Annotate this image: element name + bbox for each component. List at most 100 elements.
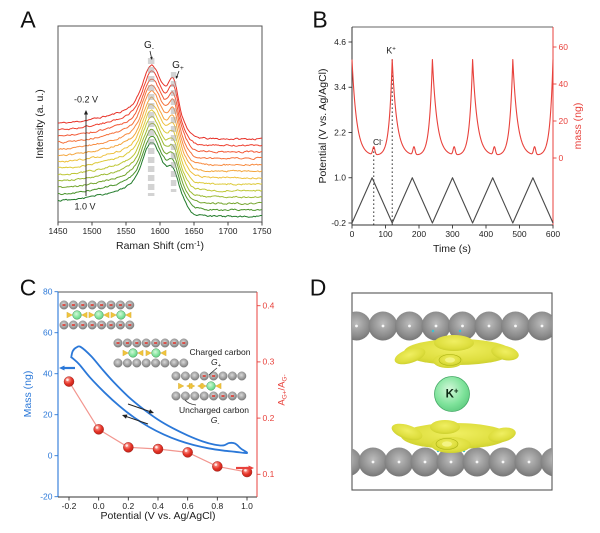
negative-charge-mark — [118, 324, 122, 326]
arrow-shaft — [127, 403, 152, 413]
carbon-atom — [179, 358, 189, 368]
a-x-tick-label: 1700 — [219, 226, 238, 236]
isosurface-lobe — [430, 420, 460, 434]
arrow-head — [175, 75, 179, 79]
a-x-axis-label: Raman Shift (cm-1) — [116, 240, 204, 252]
raman-curve — [57, 109, 263, 186]
c-left-tick-label: 40 — [43, 369, 53, 379]
b-right-tick-label: 40 — [559, 79, 569, 89]
isosurface-lobe — [434, 335, 474, 351]
isosurface-lobe — [394, 347, 426, 365]
carbon-atom — [180, 391, 190, 401]
b-cl-ion-label: Cl- — [373, 138, 383, 148]
c-ratio-s2: G- — [281, 374, 289, 382]
sphere-highlight — [371, 460, 375, 464]
c-cycle-arrow-forward — [127, 403, 154, 414]
negative-charge-mark — [182, 342, 186, 344]
isosurface-lobe — [491, 345, 519, 361]
a-g-minus-pointer — [149, 50, 153, 60]
c-ratio-point — [212, 461, 223, 472]
d-k-ion-sup: + — [453, 386, 459, 396]
c-ratio-a2: /A — [276, 381, 288, 391]
c-right-tick-label: 0.3 — [263, 357, 275, 367]
c-right-tick-label: 0.2 — [263, 413, 275, 423]
carbon-atom — [171, 391, 181, 401]
charge-isosurface — [391, 420, 516, 453]
carbon-atom — [113, 358, 123, 368]
c-x-tick-label: 0.2 — [122, 501, 134, 511]
c-ratio-point-highlight — [66, 378, 69, 382]
carbon-atom — [122, 358, 132, 368]
negative-charge-mark — [62, 324, 66, 326]
arrow-head — [83, 110, 89, 115]
b-x-tick-label: 600 — [546, 229, 560, 239]
c-mass-loop — [70, 345, 249, 455]
a-x-tick-label: 1550 — [117, 226, 136, 236]
a-g-minus-label: G- — [144, 41, 154, 53]
c-ratio-point-highlight — [95, 426, 99, 429]
raman-curve — [57, 142, 263, 218]
negative-charge-mark — [116, 342, 120, 344]
k-ion-marker — [215, 382, 222, 390]
sphere-highlight — [461, 324, 464, 328]
negative-charge-mark — [144, 342, 148, 344]
sphere-highlight — [408, 324, 411, 328]
c-ratio-point — [182, 447, 193, 458]
c-ratio-point-highlight — [155, 445, 158, 449]
d-carbon-sphere-top — [554, 312, 583, 341]
c-ratio-s1: G+ — [281, 390, 289, 400]
negative-charge-mark — [90, 304, 94, 306]
raman-curve — [57, 96, 263, 173]
negative-charge-mark — [212, 395, 216, 397]
d-cell-content — [352, 311, 583, 477]
sphere-highlight — [381, 324, 385, 328]
sphere-highlight — [475, 460, 479, 464]
panel-b-letter: B — [312, 6, 328, 33]
carbon-layer-inset — [59, 300, 135, 330]
carbon-atom — [141, 358, 151, 368]
c-charged-sym-base: G — [211, 357, 218, 368]
b-x-tick-label: 200 — [412, 229, 426, 239]
k-ion-marker — [103, 311, 110, 319]
c-ratio-point-highlight — [184, 449, 188, 452]
k-ion-marker — [160, 349, 167, 357]
sphere-highlight — [487, 324, 491, 328]
sphere-highlight — [434, 324, 438, 328]
k-ion-marker — [66, 311, 73, 319]
carbon-atom — [151, 358, 161, 368]
c-charged-pointer — [208, 367, 218, 376]
raman-curve — [57, 135, 263, 212]
sphere-highlight — [355, 324, 358, 328]
carbon-atom — [190, 371, 200, 381]
a-g-plus-sub: + — [179, 65, 184, 73]
k-ion-marker — [200, 382, 207, 390]
c-charged-sym-sub: + — [217, 363, 221, 370]
raman-curve — [57, 122, 263, 199]
c-right-axis-arrow — [236, 465, 254, 471]
d-carbon-sphere-top — [352, 311, 371, 341]
sphere-highlight — [501, 460, 505, 464]
b-x-tick-label: 300 — [445, 229, 459, 239]
c-ratio-point — [93, 424, 104, 435]
panel-d-structure — [351, 292, 583, 491]
c-cycle-arrow-reverse — [122, 414, 149, 425]
b-y-left-label: Potential (V vs. Ag/AgCl) — [316, 68, 329, 184]
c-x-tick-label: 0.4 — [152, 501, 164, 511]
k-ion-marker — [110, 311, 117, 319]
carbon-layer-inset — [171, 371, 247, 401]
c-uncharged-sym-base: G — [210, 415, 218, 426]
a-g-plus-label: G+ — [172, 61, 184, 73]
c-x-tick-label: -0.2 — [62, 501, 77, 511]
raman-curve — [57, 103, 263, 180]
carbon-atom — [218, 371, 228, 381]
c-ratio-point-highlight — [125, 444, 129, 447]
sphere-highlight — [423, 460, 427, 464]
negative-charge-mark — [125, 342, 129, 344]
c-left-tick-label: 0 — [48, 451, 53, 461]
c-x-tick-label: 1.0 — [241, 501, 253, 511]
panel-a-plot: 1450 1500 1550 1600 1650 1700 1750 — [49, 25, 272, 236]
k-ion-marker — [178, 382, 185, 390]
carbon-atom — [180, 371, 190, 381]
isosurface-lobe — [401, 423, 509, 449]
